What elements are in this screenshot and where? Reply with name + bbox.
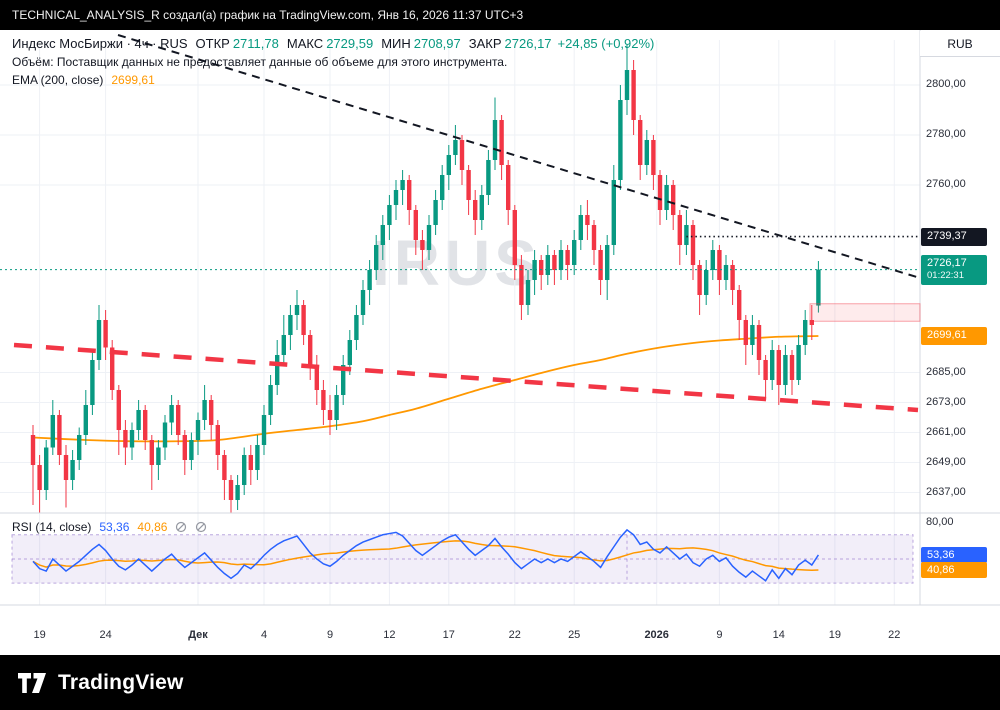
price-axis-label: 2685,00	[926, 365, 966, 378]
close-label: ЗАКР	[468, 36, 502, 51]
high-value: 2729,59	[326, 36, 374, 51]
symbol-title: Индекс МосБиржи · 4ч · RUS	[12, 36, 188, 51]
candles-layer[interactable]	[30, 45, 821, 513]
time-axis-label: 19	[828, 629, 842, 641]
price-axis-label: 2649,00	[926, 455, 966, 468]
ema-price-badge: 2699,61	[921, 326, 987, 345]
time-axis-label: 9	[716, 629, 723, 641]
volume-legend-row[interactable]: Объём: Поставщик данных не предоставляет…	[12, 53, 654, 71]
branding-bar: TradingView	[0, 655, 1000, 710]
open-value: 2711,78	[232, 36, 279, 51]
rsi-settings-icon[interactable]	[195, 521, 207, 533]
price-axis[interactable]: 2800,00 2780,00 2760,00 2685,00 2673,00 2661,…	[920, 30, 1000, 655]
level-lines	[0, 235, 920, 271]
rsi-ma-badge: 40,86	[921, 562, 987, 579]
price-axis-label: 2780,00	[926, 128, 966, 140]
time-axis-label: 25	[568, 629, 581, 641]
time-axis-label: 24	[99, 629, 112, 641]
tradingview-brand-text[interactable]: TradingView	[58, 670, 184, 694]
time-axis-label: 2026	[644, 629, 669, 641]
attribution-text: TECHNICAL_ANALYSIS_R создал(а) график на…	[12, 8, 524, 22]
chart-canvas[interactable]	[0, 30, 1000, 655]
legend: Индекс МосБиржи · 4ч · RUS ОТКР 2711,78 МАК…	[12, 35, 654, 89]
grid-layer	[0, 40, 920, 605]
attribution-bar: TECHNICAL_ANALYSIS_R создал(а) график на…	[0, 0, 1000, 30]
rsi-lines	[32, 528, 820, 582]
ema-legend-row[interactable]: EMA (200, close) 2699,61	[12, 71, 654, 89]
symbol-legend-row[interactable]: Индекс МосБиржи · 4ч · RUS ОТКР 2711,78 МАК…	[12, 35, 654, 53]
low-value: 2708,97	[413, 36, 461, 51]
last-price-badge: 2726,17 01:22:31	[921, 254, 987, 285]
price-axis-label: 2673,00	[926, 395, 966, 408]
rsi-value-badge: 53,36	[921, 546, 987, 563]
price-axis-label: 2637,00	[926, 485, 966, 498]
rsi-label: RSI (14, close)	[12, 520, 92, 534]
chart-area: IRUS Индекс МосБиржи · 4ч · RUS ОТКР 2711,…	[0, 30, 1000, 655]
tradingview-logo-icon[interactable]	[18, 672, 48, 693]
time-axis-label: Дек	[188, 629, 208, 641]
price-zone	[809, 303, 921, 322]
time-axis-label: 22	[508, 629, 521, 641]
high-label: МАКС	[286, 36, 324, 51]
rsi-legend-row[interactable]: RSI (14, close) 53,36 40,86	[12, 520, 207, 534]
time-axis-label: 19	[33, 629, 46, 641]
price-axis-label: 80,00	[926, 515, 954, 528]
time-axis-label: 17	[442, 629, 455, 641]
close-value: 2726,17	[504, 36, 552, 51]
price-axis-label: 2661,00	[926, 425, 966, 438]
rsi-value: 53,36	[99, 520, 130, 534]
level-price-badge: 2739,37	[921, 227, 987, 246]
price-axis-label: 2760,00	[926, 178, 966, 190]
ema-value: 2699,61	[111, 73, 155, 87]
pane-separators	[0, 30, 1000, 606]
time-axis-label: 9	[326, 629, 334, 641]
time-axis-label: 12	[383, 629, 396, 641]
time-axis-label: 4	[260, 629, 268, 641]
price-axis-label: 2800,00	[926, 78, 966, 90]
time-axis-label: 14	[772, 629, 785, 641]
trendlines	[13, 34, 921, 413]
time-axis[interactable]: 19 24 Дек 4 9 12 17 22 25 2026 9 14 19 22	[0, 605, 920, 655]
rsi-hide-icon[interactable]	[175, 521, 187, 533]
open-label: ОТКР	[195, 36, 230, 51]
symbol-watermark: IRUS	[372, 227, 541, 299]
ema-line	[32, 335, 819, 443]
currency-button[interactable]: RUB	[920, 31, 1000, 57]
rsi-ma-value: 40,86	[137, 520, 168, 534]
low-label: МИН	[381, 36, 411, 51]
ema-label: EMA (200, close)	[12, 73, 104, 87]
change-value: +24,85 (+0,92%)	[557, 36, 655, 51]
time-axis-label: 22	[888, 629, 901, 641]
volume-note: Объём: Поставщик данных не предоставляет…	[12, 55, 508, 69]
